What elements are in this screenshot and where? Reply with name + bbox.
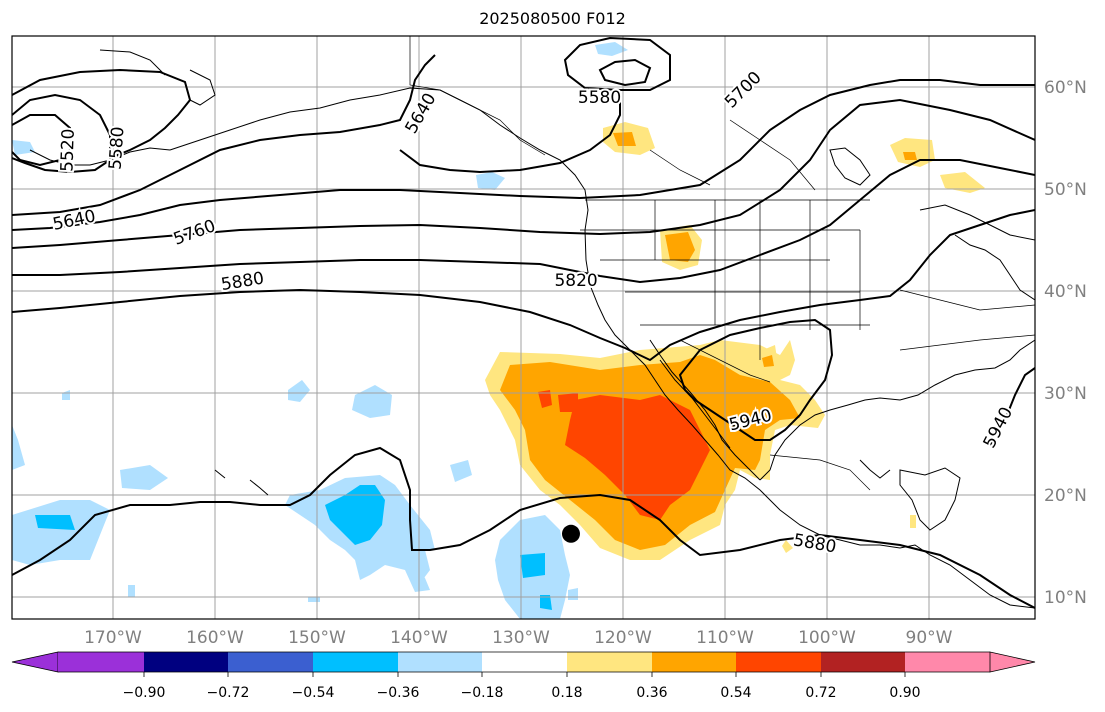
coastlines — [29, 49, 1035, 609]
contour-label: 5880 — [792, 530, 838, 557]
colorbar-segment — [144, 652, 228, 672]
colorbar-segment — [905, 652, 990, 672]
contour-label: 5940 — [980, 404, 1017, 452]
lon-label: 150°W — [288, 628, 346, 648]
colorbar-tick-label: −0.18 — [461, 685, 504, 701]
lon-label: 110°W — [696, 628, 754, 648]
contour-label: 5760 — [171, 216, 218, 250]
longitude-axis: 170°W 160°W 150°W 140°W 130°W 120°W 110°… — [84, 628, 953, 648]
contour-label: 5700 — [721, 68, 766, 113]
colorbar-tick-label: 0.72 — [805, 685, 836, 701]
lon-label: 170°W — [84, 628, 142, 648]
lon-label: 160°W — [186, 628, 244, 648]
contour-label: 5580 — [578, 88, 621, 108]
storm-marker — [561, 524, 580, 543]
colorbar-segment — [821, 652, 905, 672]
contour-label: 5820 — [554, 271, 597, 291]
colorbar-tick-label: 0.36 — [636, 685, 667, 701]
lat-label: 30°N — [1044, 384, 1087, 404]
graticule — [12, 36, 1035, 619]
lat-label: 20°N — [1044, 486, 1087, 506]
lon-label: 120°W — [594, 628, 652, 648]
anomaly-fill-positive — [485, 122, 985, 560]
contour-label: 5520 — [57, 128, 78, 172]
map-title: 2025080500 F012 — [479, 9, 626, 28]
colorbar-segment — [228, 652, 313, 672]
lon-label: 100°W — [798, 628, 856, 648]
colorbar-segment — [482, 652, 567, 672]
lon-label: 140°W — [390, 628, 448, 648]
colorbar-segment — [567, 652, 652, 672]
colorbar-segment — [736, 652, 821, 672]
colorbar-tick-label: 0.18 — [551, 685, 582, 701]
lon-label: 90°W — [906, 628, 953, 648]
colorbar-tick-label: 0.54 — [720, 685, 751, 701]
anomaly-fill-negative — [12, 42, 628, 619]
colorbar-tick-label: 0.90 — [889, 685, 920, 701]
colorbar-segment — [58, 652, 144, 672]
colorbar-tick-label: −0.72 — [207, 685, 250, 701]
contour-label: 5580 — [106, 126, 129, 171]
lat-label: 50°N — [1044, 180, 1087, 200]
map-frame — [11, 35, 1036, 620]
colorbar-extend-high — [989, 651, 1036, 673]
colorbar-tick-label: −0.36 — [377, 685, 420, 701]
colorbar: −0.90 −0.72 −0.54 −0.36 −0.18 0.18 0.36 … — [11, 651, 1036, 701]
lat-label: 60°N — [1044, 78, 1087, 98]
lat-label: 10°N — [1044, 588, 1087, 608]
contour-label: 5640 — [402, 90, 441, 137]
contour-label: 5640 — [51, 206, 97, 235]
colorbar-tick-label: −0.90 — [123, 685, 166, 701]
colorbar-tick-label: −0.54 — [292, 685, 335, 701]
colorbar-segment — [398, 652, 482, 672]
colorbar-extend-low — [11, 651, 59, 673]
colorbar-segment — [313, 652, 398, 672]
height-contours — [12, 36, 1035, 609]
lat-label: 40°N — [1044, 282, 1087, 302]
colorbar-segment — [652, 652, 736, 672]
latitude-axis: 60°N 50°N 40°N 30°N 20°N 10°N — [1044, 78, 1087, 608]
lon-label: 130°W — [492, 628, 550, 648]
